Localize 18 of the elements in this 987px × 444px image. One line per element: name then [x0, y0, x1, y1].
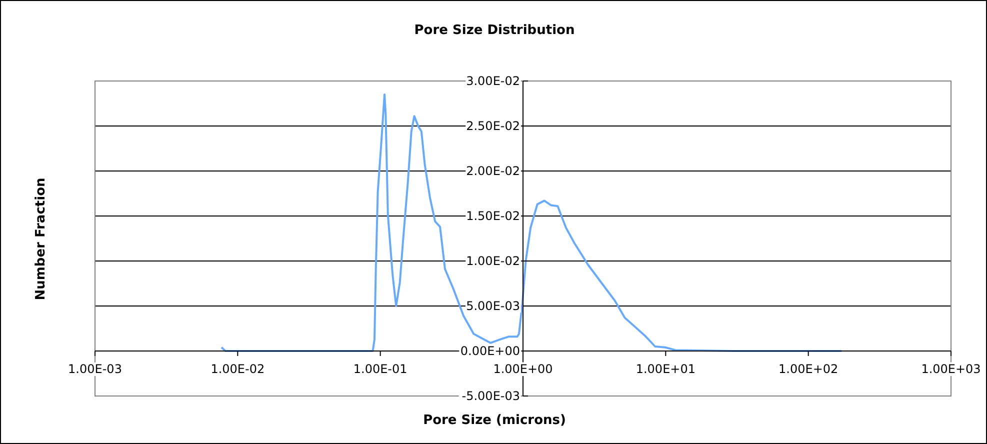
y-tick-label: 2.00E-02 — [466, 164, 520, 178]
y-tick-label: -5.00E-03 — [462, 389, 520, 403]
y-tick-label: 0.00E+00 — [460, 344, 520, 358]
y-tick-label: 1.00E-02 — [466, 254, 520, 268]
x-axis-title: Pore Size (microns) — [422, 413, 567, 428]
x-tick-label: 1.00E+01 — [636, 362, 696, 376]
y-tick-label: 1.50E-02 — [466, 209, 520, 223]
x-tick-label: 1.00E-01 — [353, 362, 408, 376]
x-tick-label: 1.00E-02 — [210, 362, 265, 376]
y-tick-label: 3.00E-02 — [466, 74, 520, 88]
x-tick-label: 1.00E-03 — [68, 362, 122, 376]
x-tick-label: 1.00E+03 — [921, 362, 981, 376]
chart-title: Pore Size Distribution — [413, 23, 576, 38]
y-axis-title: Number Fraction — [34, 178, 48, 300]
x-tick-label: 1.00E+02 — [778, 362, 838, 376]
y-tick-label: 2.50E-02 — [466, 119, 520, 133]
y-tick-label: 5.00E-03 — [466, 299, 520, 313]
x-tick-label: 1.00E+00 — [493, 362, 553, 376]
